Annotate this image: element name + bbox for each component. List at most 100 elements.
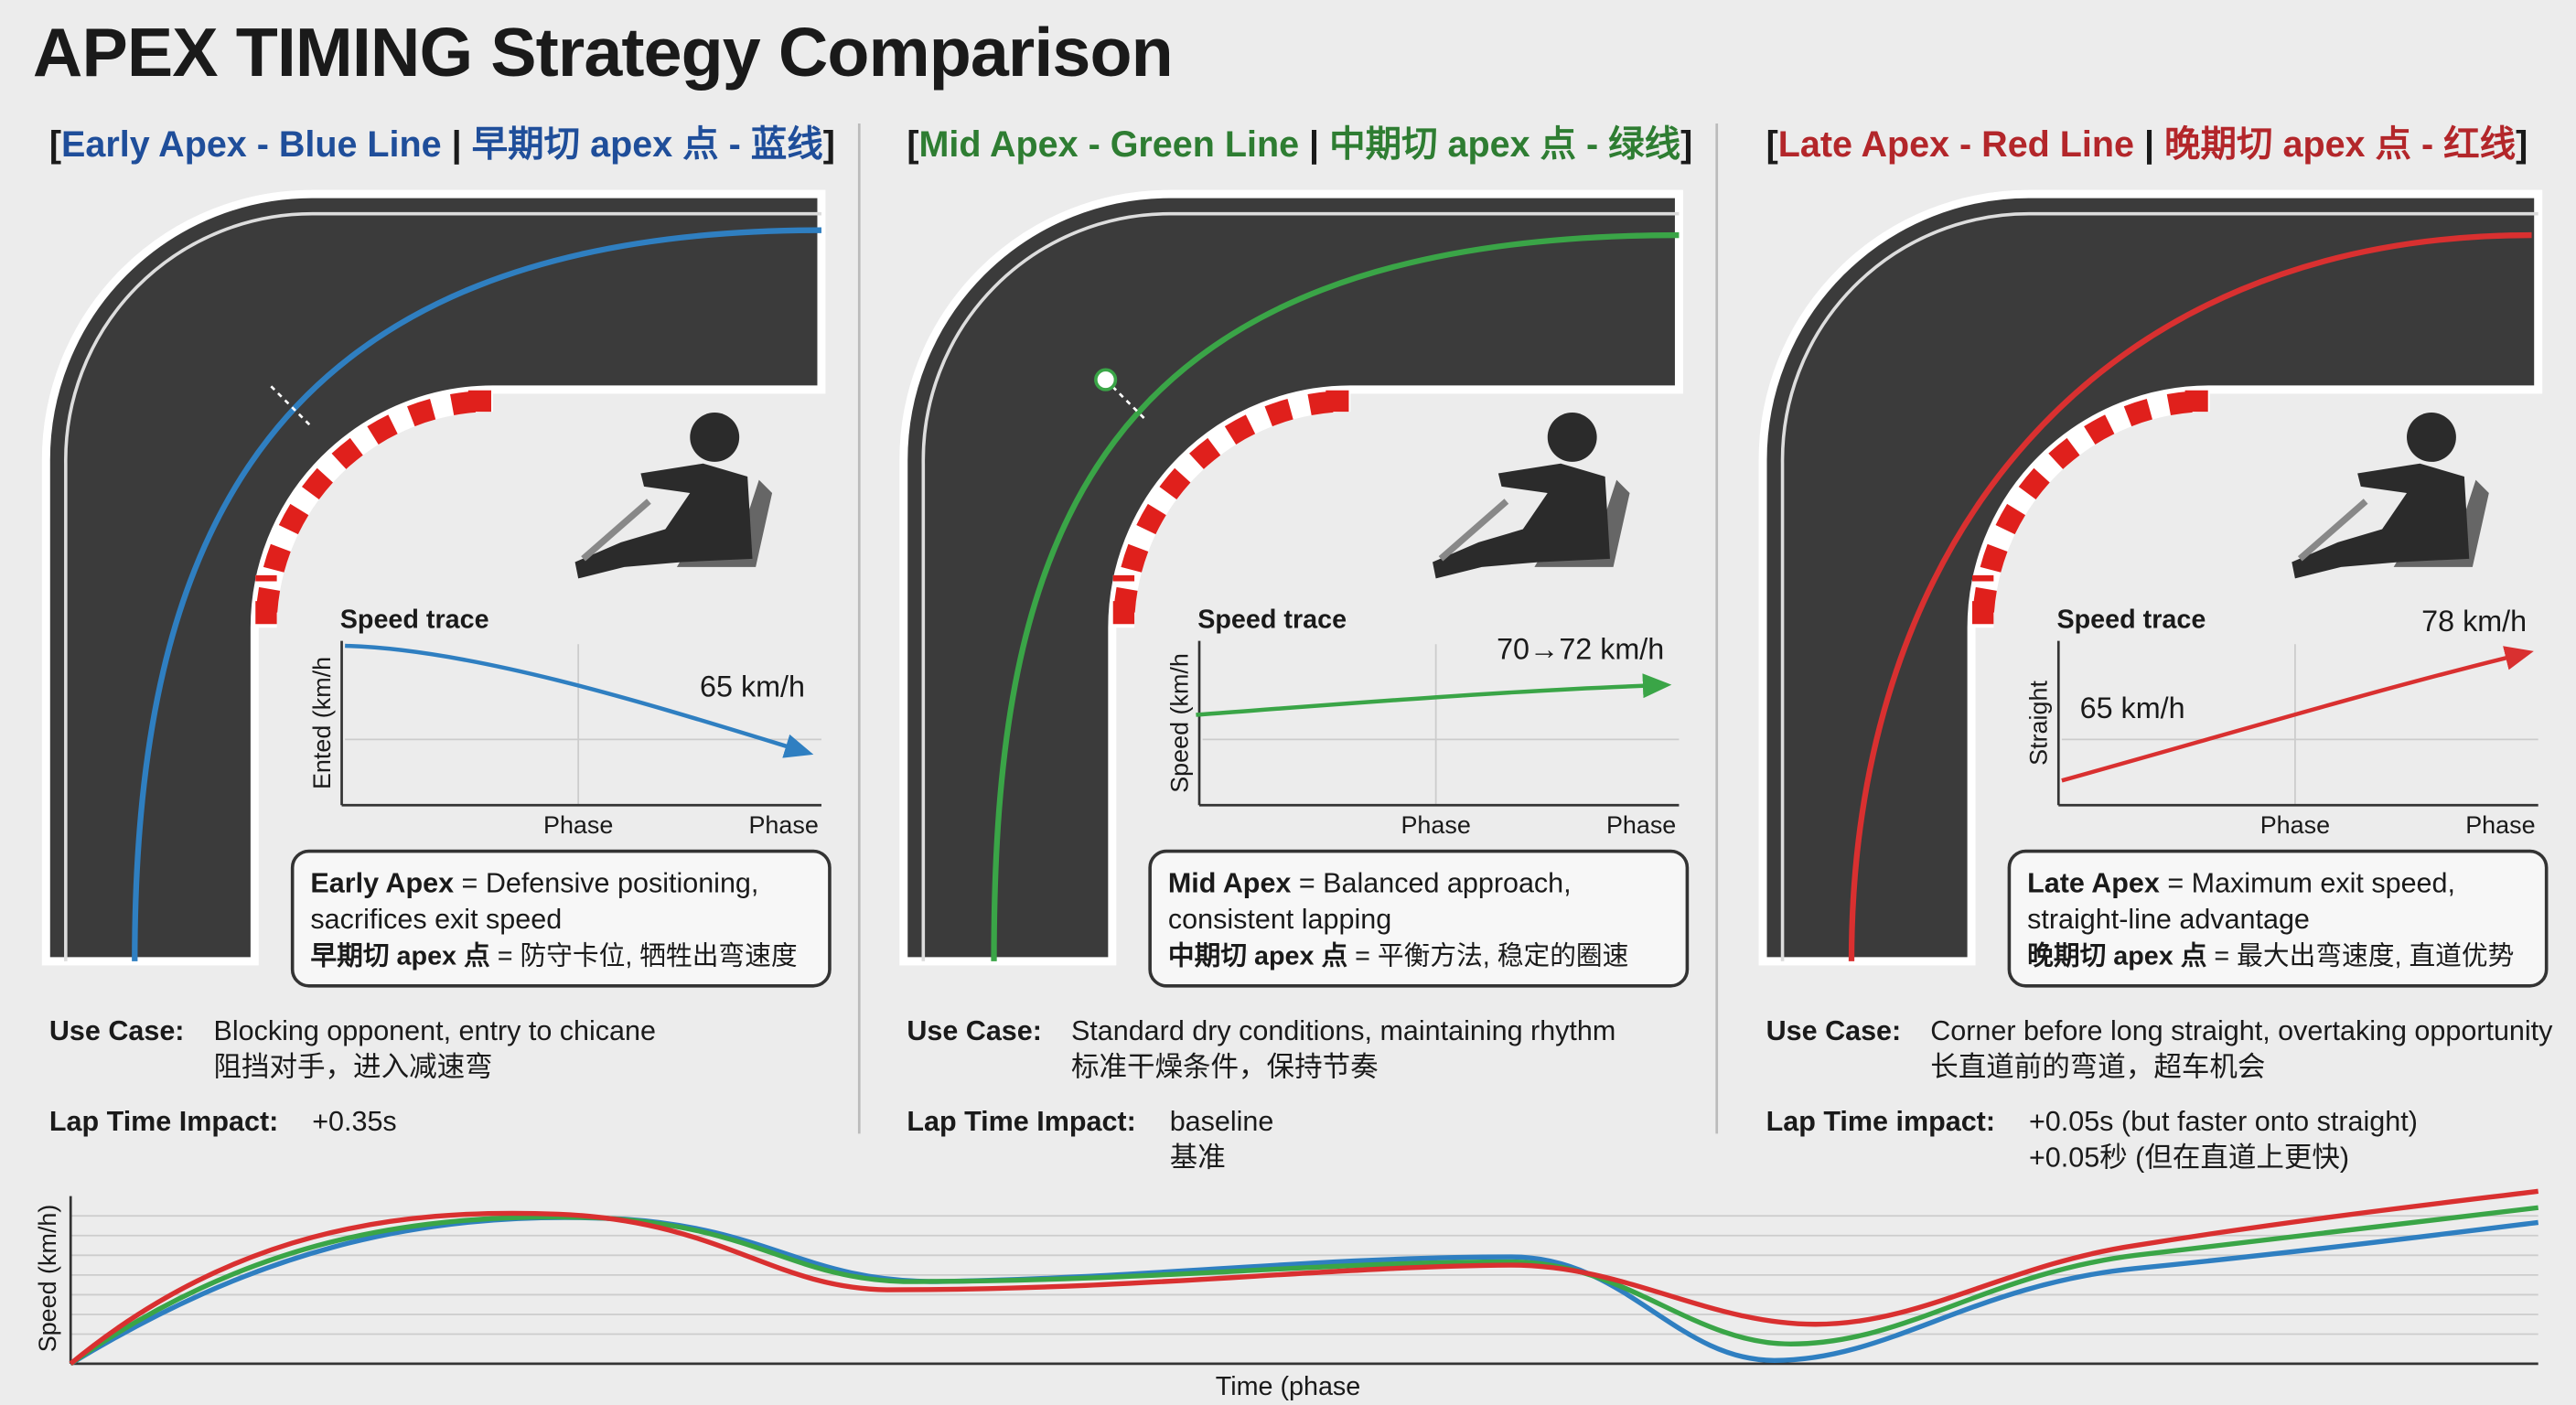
use-case-text: 阻挡对手，进入减速弯 <box>213 1052 492 1083</box>
summary-text: = 平衡方法, 稳定的圈速 <box>1347 941 1628 971</box>
summary-box <box>290 849 832 988</box>
driver-icon <box>2292 413 2489 579</box>
lap-time-value: +0.05s (but faster onto straight) <box>2029 1106 2418 1137</box>
trace-x-label: Phase <box>2465 811 2535 839</box>
use-case-text: Corner before long straight, overtaking … <box>1930 1015 2553 1046</box>
body <box>574 463 753 579</box>
summary-box <box>2007 849 2549 988</box>
heading-part: [ <box>907 124 918 165</box>
trace-y-label: Ented (km/h <box>308 657 336 789</box>
summary-line: 中期切 apex 点 = 平衡方法, 稳定的圈速 <box>1168 941 1628 971</box>
panel-heading: [Early Apex - Blue Line | 早期切 apex 点 - 蓝… <box>49 124 835 165</box>
summary-term: 晚期切 apex 点 <box>2027 941 2206 971</box>
use-case-text: 长直道前的弯道，超车机会 <box>1930 1052 2265 1083</box>
summary-term: Late Apex <box>2027 867 2160 898</box>
heading-part: | <box>442 124 472 165</box>
curb <box>255 390 493 628</box>
summary-line: Mid Apex = Balanced approach, <box>1168 867 1572 898</box>
panel-heading: [Late Apex - Red Line | 晚期切 apex 点 - 红线] <box>1766 124 2528 165</box>
racing-line <box>132 227 821 961</box>
panel: [Early Apex - Blue Line | 早期切 apex 点 - 蓝… <box>41 124 835 1137</box>
trace-value-label: 78 km/h <box>2421 605 2527 638</box>
summary-text: = 最大出弯速度, 直道优势 <box>2206 941 2514 971</box>
lap-time-label: Lap Time Impact: <box>49 1106 278 1137</box>
use-case-text: Standard dry conditions, maintaining rhy… <box>1071 1015 1615 1046</box>
summary-text: = 防守卡位, 牺牲出弯速度 <box>490 941 798 971</box>
heading-part: Late Apex - Red Line <box>1778 124 2134 165</box>
use-case-label: Use Case: <box>49 1015 185 1046</box>
trace-line <box>345 643 814 758</box>
trace-title: Speed trace <box>2056 605 2206 634</box>
trace-x-label: Phase <box>543 811 613 839</box>
heading-part: 早期切 apex 点 - 蓝线 <box>472 124 823 165</box>
lap-time-value: baseline <box>1170 1106 1274 1137</box>
lap-time-value: 基准 <box>1170 1142 1226 1173</box>
summary-box <box>1148 849 1690 988</box>
helmet <box>690 413 740 462</box>
trace-x-label: Phase <box>1606 811 1676 839</box>
trace-value-label: 65 km/h <box>2080 692 2185 724</box>
heading-part: ] <box>1680 124 1692 165</box>
curb <box>1112 390 1351 628</box>
trace-x-label: Phase <box>2260 811 2330 839</box>
curb <box>1972 390 2210 628</box>
summary-line: Early Apex = Defensive positioning, <box>310 867 758 898</box>
summary-term: Early Apex <box>310 867 454 898</box>
heading-part: ] <box>2516 124 2528 165</box>
heading-part: Early Apex - Blue Line <box>61 124 442 165</box>
use-case-text: Blocking opponent, entry to chicane <box>213 1015 655 1046</box>
trace-title: Speed trace <box>340 605 489 634</box>
trace-line <box>1196 673 1672 717</box>
summary-text: = Defensive positioning, <box>454 867 758 898</box>
summary-line: 晚期切 apex 点 = 最大出弯速度, 直道优势 <box>2027 941 2514 971</box>
trace-value-label: 70→72 km/h <box>1497 632 1664 665</box>
summary-line: Late Apex = Maximum exit speed, <box>2027 867 2455 898</box>
track-edge <box>1780 211 2538 961</box>
lap-time-value: +0.05秒 (但在直道上更快) <box>2029 1142 2349 1173</box>
panel-heading: [Mid Apex - Green Line | 中期切 apex 点 - 绿线… <box>907 124 1692 165</box>
summary-line: sacrifices exit speed <box>310 904 562 935</box>
driver-icon <box>1433 413 1630 579</box>
summary-term: Mid Apex <box>1168 867 1292 898</box>
track <box>1758 189 2543 966</box>
steering <box>1438 499 1509 562</box>
trace-line <box>2061 646 2534 783</box>
x-axis-label: Time (phase <box>1216 1372 1361 1401</box>
track-edge <box>64 211 821 961</box>
trace-value-label: 65 km/h <box>700 670 805 703</box>
heading-part: 中期切 apex 点 - 绿线 <box>1329 124 1680 165</box>
summary-text: = Maximum exit speed, <box>2160 867 2455 898</box>
summary-line: 早期切 apex 点 = 防守卡位, 牺牲出弯速度 <box>310 941 797 971</box>
trace-x-label: Phase <box>1401 811 1470 839</box>
trace-title: Speed trace <box>1197 605 1347 634</box>
summary-line: straight-line advantage <box>2027 904 2310 935</box>
heading-part: ] <box>823 124 835 165</box>
summary-text: = Balanced approach, <box>1291 867 1571 898</box>
speed-curve <box>69 1188 2539 1366</box>
racing-line <box>991 231 1680 961</box>
summary-term: 中期切 apex 点 <box>1168 941 1347 971</box>
track-edge <box>921 211 1680 961</box>
heading-part: [ <box>49 124 61 165</box>
heading-part: | <box>2134 124 2164 165</box>
body <box>1433 463 1610 579</box>
heading-part: [ <box>1766 124 1778 165</box>
use-case-label: Use Case: <box>907 1015 1042 1046</box>
driver-icon <box>574 413 773 579</box>
use-case-text: 标准干燥条件，保持节奏 <box>1071 1052 1379 1083</box>
summary-line: consistent lapping <box>1168 904 1391 935</box>
track <box>41 189 826 966</box>
summary-term: 早期切 apex 点 <box>310 941 489 971</box>
trace-y-label: Straight <box>2025 681 2053 766</box>
trace-y-label: Speed (km/h <box>1165 653 1193 793</box>
helmet <box>2407 413 2456 462</box>
apex-point <box>1094 368 1118 391</box>
body <box>2292 463 2470 579</box>
racing-line <box>1848 231 2532 961</box>
heading-part: Mid Apex - Green Line <box>919 124 1300 165</box>
heading-part: | <box>1299 124 1329 165</box>
steering <box>2297 499 2368 562</box>
y-axis-label: Speed (km/h) <box>34 1205 61 1353</box>
